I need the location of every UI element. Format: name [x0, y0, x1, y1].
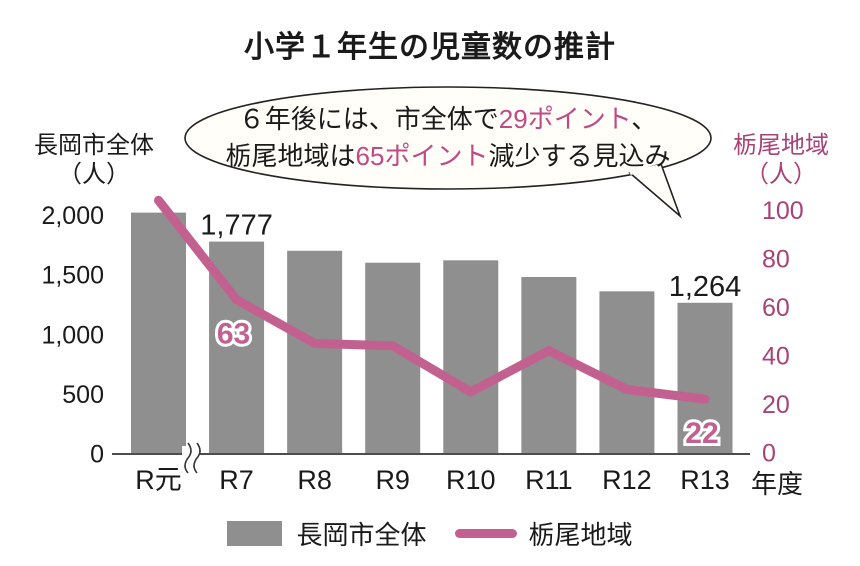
left-tick-500: 500 [62, 381, 104, 409]
x-label-R12: R12 [602, 465, 652, 495]
left-axis-unit: （人） [58, 161, 130, 188]
callout-text-plain: 減少する見込み [488, 141, 671, 171]
x-label-R元: R元 [135, 465, 182, 495]
line-series [154, 195, 710, 404]
line-value-label: 63 [217, 318, 250, 351]
left-axis-title-text: 長岡市全体 [34, 132, 154, 159]
callout-text-plain: 、 [631, 104, 658, 134]
right-tick-80: 80 [762, 246, 790, 274]
legend-bar-swatch [227, 521, 283, 546]
x-label-R10: R10 [446, 465, 496, 495]
legend-item-bars: 長岡市全体 [227, 515, 427, 552]
left-axis-title: 長岡市全体 （人） [18, 131, 170, 189]
right-tick-100: 100 [762, 197, 804, 225]
right-tick-0: 0 [762, 440, 776, 468]
bar-R8 [287, 250, 343, 454]
axis-break-mark [184, 442, 192, 474]
left-tick-1000: 1,000 [41, 321, 104, 349]
right-axis-title: 栃尾地域 （人） [720, 131, 842, 189]
right-tick-20: 20 [762, 391, 790, 419]
legend: 長岡市全体 栃尾地域 [0, 515, 860, 552]
left-tick-1500: 1,500 [41, 262, 104, 290]
callout-text-highlight: 29ポイント [498, 104, 632, 134]
right-axis-title-text: 栃尾地域 [733, 132, 829, 159]
legend-line-label: 栃尾地域 [528, 520, 633, 550]
callout-line-1: ６年後には、市全体で29ポイント、 [186, 101, 710, 138]
left-tick-0: 0 [90, 441, 104, 469]
left-tick-2000: 2,000 [41, 202, 104, 230]
x-label-R9: R9 [375, 465, 410, 495]
x-label-R11: R11 [525, 465, 573, 495]
legend-item-line: 栃尾地域 [454, 515, 633, 552]
bar-R元 [131, 212, 186, 454]
right-tick-60: 60 [762, 294, 790, 322]
right-axis-unit: （人） [745, 161, 817, 188]
speech-bubble [184, 86, 712, 190]
x-label-R13: R13 [680, 465, 730, 495]
bar-value-label: 1,777 [200, 210, 273, 242]
callout-text-plain: 栃尾地域は [225, 141, 356, 171]
legend-line-swatch [454, 529, 517, 538]
bar-R13 [677, 302, 733, 454]
chart-title: 小学１年生の児童数の推計 [244, 31, 616, 64]
x-label-R8: R8 [297, 465, 332, 495]
legend-bar-label: 長岡市全体 [296, 520, 427, 550]
line-value-label: 22 [685, 417, 718, 450]
right-tick-40: 40 [762, 343, 790, 371]
callout-text-plain: ６年後には、市全体で [238, 104, 499, 134]
bar-value-label: 1,264 [669, 271, 742, 303]
x-label-R7: R7 [219, 465, 254, 495]
x-axis-unit: 年度 [751, 469, 804, 499]
callout: ６年後には、市全体で29ポイント、 栃尾地域は65ポイント減少する見込み [186, 101, 710, 175]
callout-line-2: 栃尾地域は65ポイント減少する見込み [186, 138, 710, 175]
axis-break-mark [193, 442, 201, 474]
bar-R12 [599, 291, 655, 454]
callout-text-highlight: 65ポイント [355, 141, 489, 171]
bar-R10 [443, 260, 499, 454]
speech-bubble-tail-mask [629, 164, 662, 175]
